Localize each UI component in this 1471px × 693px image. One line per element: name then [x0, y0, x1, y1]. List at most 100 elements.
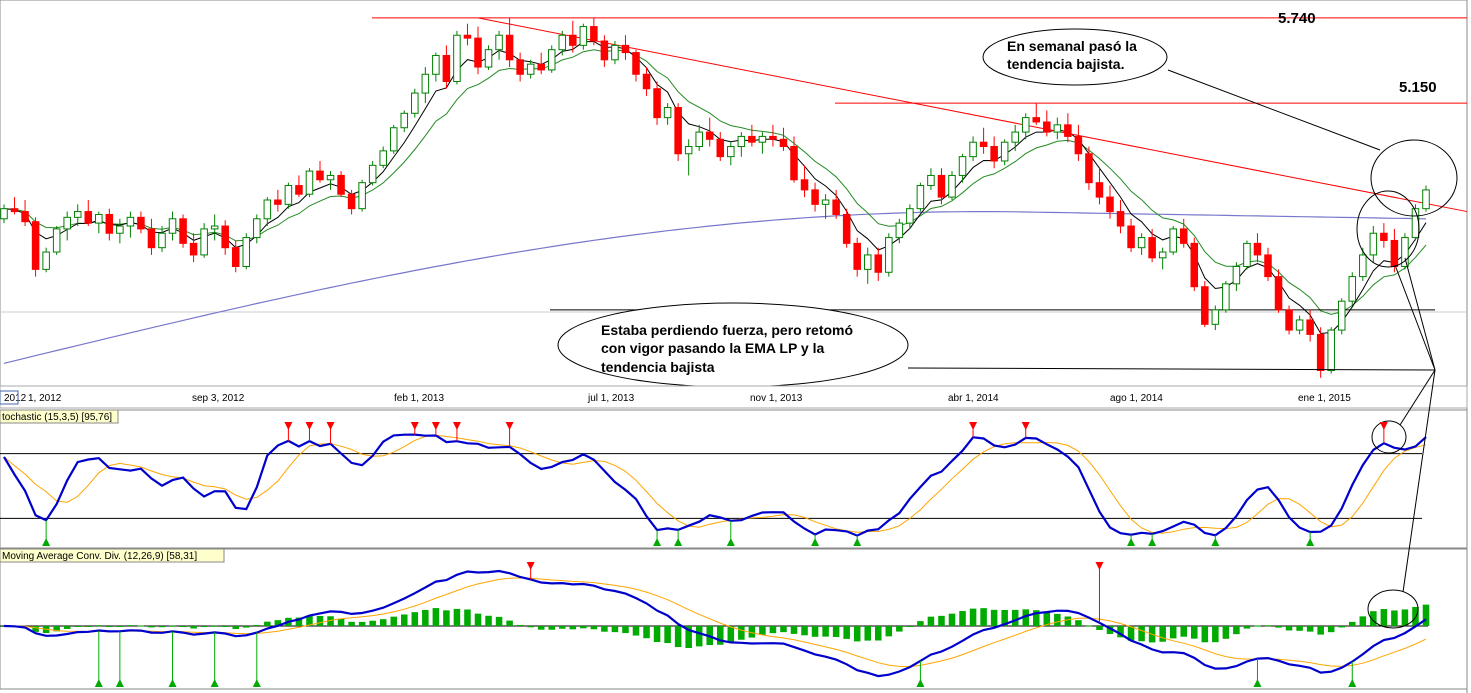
- candle-body: [210, 225, 219, 230]
- candle-body: [379, 150, 387, 166]
- candle-body: [411, 92, 419, 114]
- candle-body: [116, 225, 124, 234]
- macd-histogram-bar: [622, 626, 629, 634]
- candle: [389, 124, 398, 154]
- macd-histogram-bar: [559, 626, 566, 629]
- candle: [1401, 233, 1409, 270]
- x-tick-label: feb 1, 2013: [394, 393, 444, 404]
- macd-histogram-bar: [611, 626, 619, 633]
- candle: [1106, 185, 1114, 219]
- candle-body: [569, 34, 577, 46]
- pointer-line: [1167, 69, 1381, 151]
- candle-body: [474, 37, 482, 68]
- candle-body: [1274, 276, 1283, 311]
- candle: [316, 160, 324, 183]
- buy-arrow-icon: [115, 679, 124, 687]
- macd-histogram-bar: [306, 615, 313, 626]
- macd-histogram-bar: [1370, 611, 1377, 626]
- macd-histogram-bar: [1201, 626, 1209, 643]
- candle-body: [779, 138, 788, 148]
- candle-body: [579, 26, 588, 46]
- candle-body: [347, 193, 356, 210]
- candle-body: [1285, 309, 1293, 331]
- macd-histogram-bar: [759, 626, 766, 636]
- candle: [295, 175, 303, 198]
- candle-body: [126, 216, 135, 227]
- candle-body: [832, 199, 840, 215]
- candle: [695, 124, 703, 151]
- candle: [1337, 298, 1346, 335]
- macd-histogram-bar: [116, 625, 124, 627]
- macd-histogram-bar: [464, 609, 471, 626]
- candle: [590, 17, 598, 46]
- macd-histogram-bar: [148, 626, 155, 628]
- candle-body: [1316, 333, 1325, 372]
- macd-histogram-bar: [832, 626, 840, 637]
- macd-histogram-bar: [411, 612, 419, 626]
- candle: [379, 146, 387, 169]
- candle-body: [295, 185, 303, 195]
- candle-body: [1201, 286, 1209, 325]
- macd-histogram-bar: [495, 616, 503, 626]
- stochastic-title-box: [0, 409, 119, 424]
- macd-histogram-bar: [32, 626, 39, 632]
- candle: [526, 59, 535, 79]
- candle-body: [1401, 237, 1409, 267]
- macd-histogram-bar: [1422, 604, 1430, 626]
- macd-histogram-bar: [190, 626, 197, 629]
- candle-body: [168, 218, 177, 234]
- candle: [1306, 309, 1314, 342]
- candle: [800, 165, 809, 198]
- candle: [1032, 103, 1041, 125]
- candle-body: [231, 247, 240, 267]
- candle-body: [547, 49, 556, 71]
- candle: [779, 127, 788, 151]
- buy-arrow-icon: [210, 679, 219, 687]
- candle: [1211, 305, 1220, 331]
- candle-body: [1253, 242, 1262, 256]
- macd-histogram-bar: [1022, 609, 1029, 626]
- macd-histogram-bar: [769, 626, 777, 634]
- candle: [263, 197, 272, 227]
- macd-histogram-bar: [896, 626, 903, 632]
- candle: [1148, 228, 1156, 263]
- candle: [1011, 124, 1019, 151]
- candle-body: [284, 185, 293, 205]
- macd-histogram-bar: [674, 626, 682, 648]
- x-tick-label: ago 1, 2014: [1110, 393, 1163, 404]
- candle-body: [1158, 251, 1167, 259]
- buy-arrow-icon: [1148, 538, 1157, 546]
- candle-body: [1264, 254, 1272, 278]
- candle-body: [1169, 228, 1177, 253]
- macd-histogram-bar: [253, 624, 261, 626]
- candle: [105, 208, 114, 241]
- candle-body: [42, 251, 50, 270]
- bearish-trendline: [477, 17, 1468, 213]
- candle: [368, 160, 377, 186]
- candle: [1253, 233, 1262, 263]
- candle-body: [95, 213, 103, 224]
- macd-histogram-bar: [885, 626, 893, 637]
- candle-body: [1021, 117, 1030, 133]
- candle-body: [179, 218, 187, 244]
- x-tick-label: abr 1, 2014: [948, 393, 999, 404]
- macd-histogram-bar: [1106, 626, 1114, 634]
- candle-body: [790, 146, 798, 181]
- candle-body: [906, 208, 914, 224]
- macd-histogram-bar: [358, 621, 366, 626]
- buy-arrow-icon: [1306, 538, 1315, 546]
- candle-body: [684, 146, 693, 155]
- candle: [168, 211, 177, 241]
- candle-body: [663, 107, 672, 119]
- candle: [990, 136, 998, 169]
- macd-histogram-bar: [1159, 626, 1166, 642]
- candle: [1422, 185, 1430, 212]
- candle: [642, 67, 651, 96]
- candle-body: [242, 237, 251, 267]
- candle: [537, 52, 545, 75]
- candle-body: [1116, 211, 1125, 227]
- macd-histogram-bar: [917, 621, 924, 626]
- candle-body: [979, 141, 988, 148]
- candle: [73, 204, 82, 227]
- candle: [242, 233, 251, 270]
